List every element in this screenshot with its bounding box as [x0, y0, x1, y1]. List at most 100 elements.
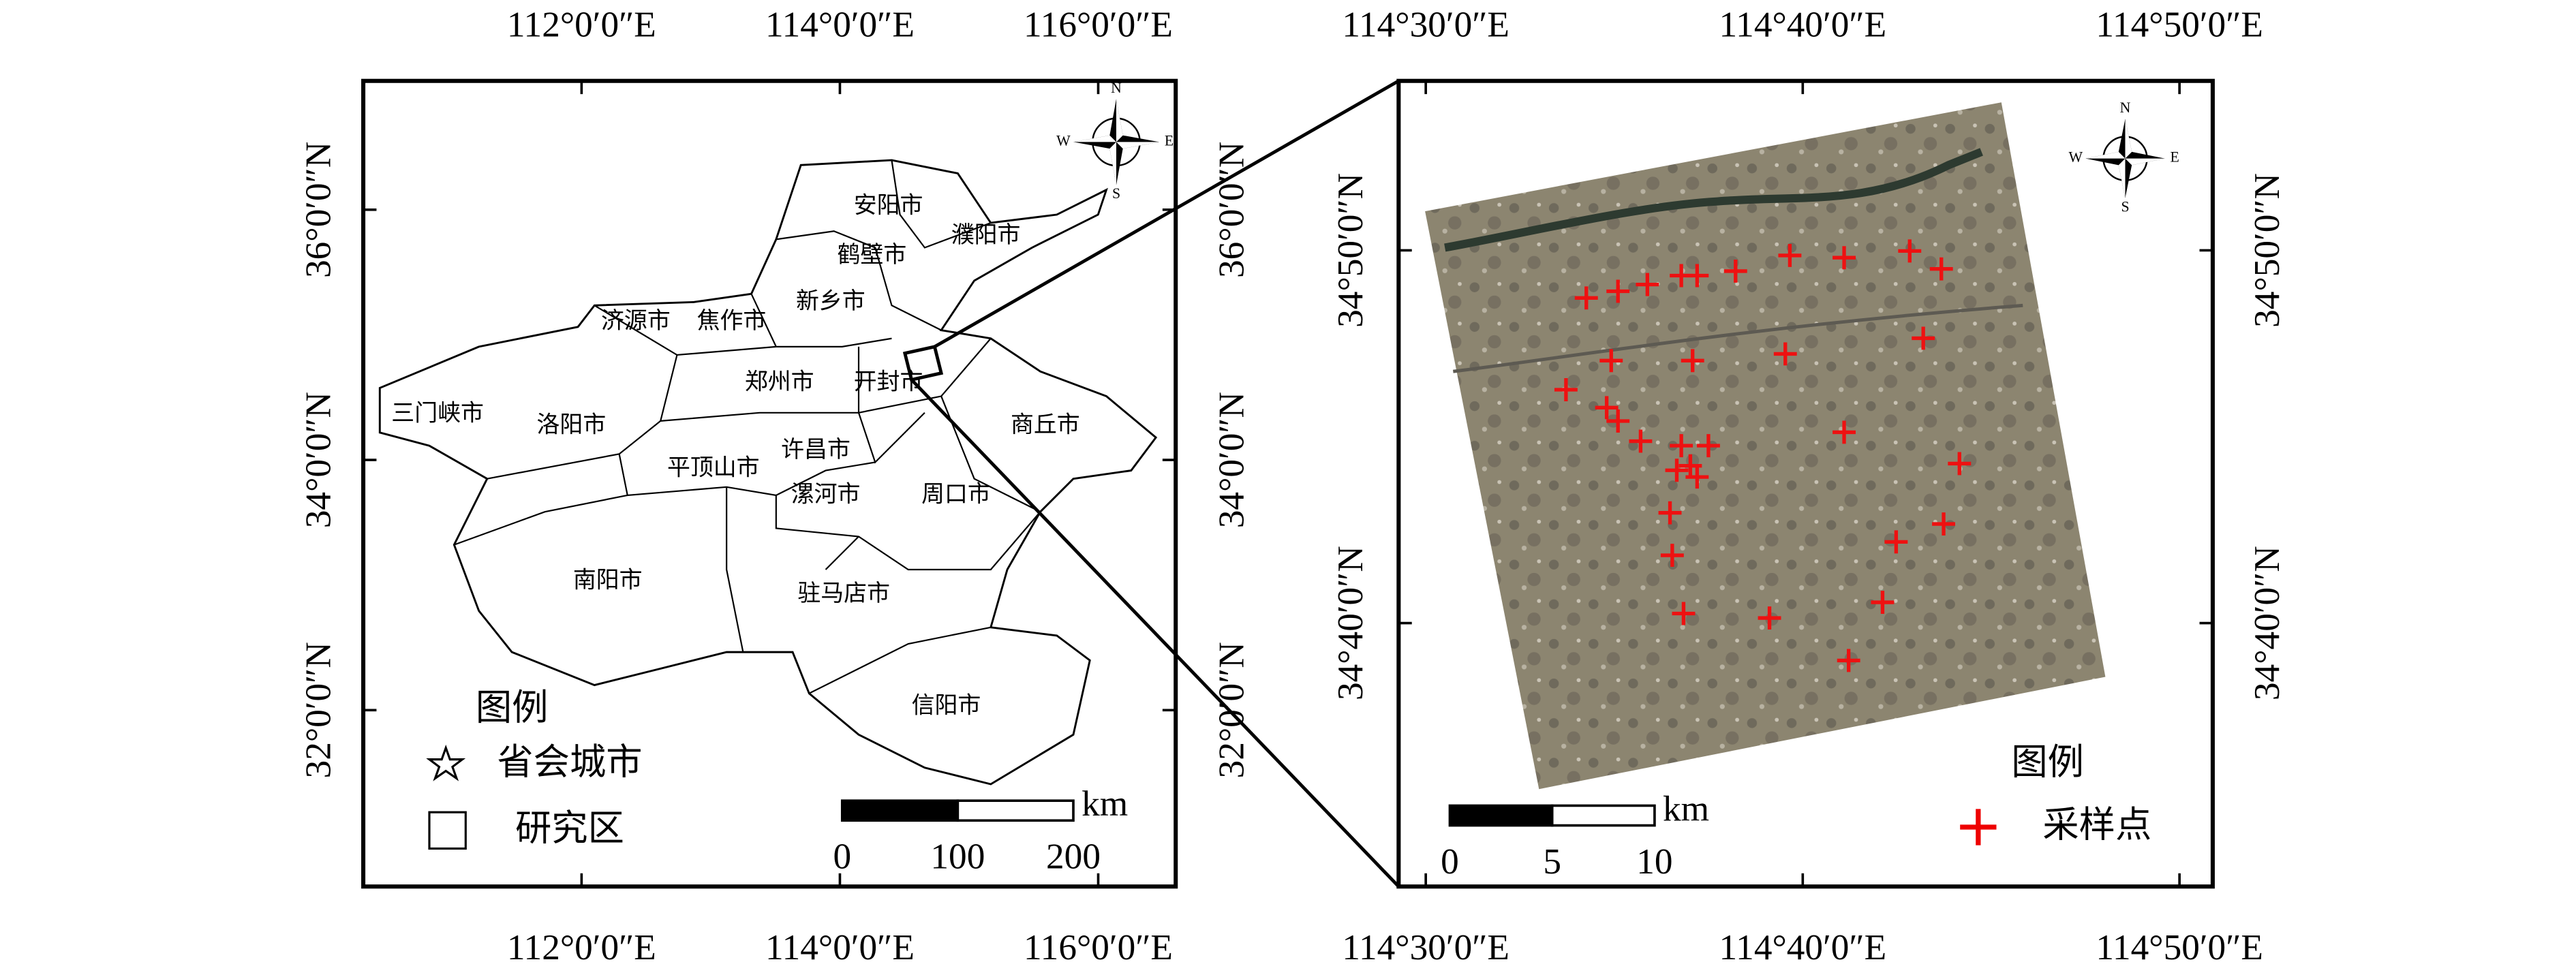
sample-point — [1574, 286, 1598, 310]
y-tick-label: 32°0′0″N — [298, 642, 339, 778]
scale-segment — [1550, 804, 1656, 827]
scale-label: 200 — [1046, 837, 1101, 877]
study-area-box — [902, 344, 944, 382]
sample-point — [1837, 649, 1860, 672]
x-tick-label: 114°30′0″E — [1342, 927, 1509, 967]
compass-star — [1073, 99, 1159, 185]
compass-letter: W — [1056, 132, 1071, 149]
sample-point — [1912, 326, 1935, 350]
scale-segment — [840, 799, 960, 822]
legend-label: 省会城市 — [497, 741, 642, 784]
plus-symbol — [1960, 809, 1997, 846]
sample-point — [1658, 501, 1682, 525]
scale-label: 100 — [930, 837, 985, 877]
scale-unit: km — [1663, 788, 1709, 828]
x-tick-label: 114°40′0″E — [1719, 4, 1887, 44]
city-label: 商丘市 — [1011, 412, 1080, 438]
road — [1453, 303, 2023, 373]
sample-point — [1665, 459, 1689, 482]
scale-label: 0 — [1441, 841, 1459, 882]
y-tick-label: 34°50′0″N — [1330, 173, 1370, 328]
scale-label: 10 — [1636, 841, 1672, 882]
legend-label: 采样点 — [2042, 804, 2151, 846]
scale-segment — [1448, 804, 1554, 827]
y-tick-label: 34°0′0″N — [1212, 392, 1252, 528]
zoom-line — [910, 378, 1400, 888]
legend-title: 图例 — [476, 687, 549, 729]
y-tick-label: 34°40′0″N — [2247, 546, 2287, 700]
sample-point — [1595, 396, 1619, 420]
sample-point — [1833, 420, 1856, 444]
x-tick-label: 116°0′0″E — [1024, 4, 1173, 44]
x-tick-label: 114°40′0″E — [1719, 927, 1887, 967]
sample-point — [1723, 259, 1747, 283]
legend-title: 图例 — [2011, 741, 2084, 784]
y-tick-label: 34°0′0″N — [298, 392, 339, 528]
city-label: 焦作市 — [697, 307, 767, 334]
sample-point — [1629, 429, 1653, 453]
river — [1444, 148, 1983, 252]
compass-letter: N — [2120, 99, 2131, 116]
city-label: 濮阳市 — [951, 221, 1021, 248]
sample-point — [1685, 465, 1709, 489]
sample-point — [1681, 349, 1704, 373]
city-label: 鹤壁市 — [838, 241, 907, 268]
y-tick-label: 34°40′0″N — [1330, 546, 1370, 700]
sample-point — [1833, 246, 1856, 270]
compass-letter: N — [1111, 80, 1122, 96]
x-tick-label: 114°50′0″E — [2096, 4, 2263, 44]
sample-point — [1884, 530, 1908, 554]
city-label: 信阳市 — [912, 692, 981, 719]
y-tick-label: 36°0′0″N — [1212, 142, 1252, 278]
sample-point — [1554, 378, 1578, 401]
y-tick-label: 34°50′0″N — [2247, 173, 2287, 328]
scale-segment — [956, 799, 1075, 822]
sample-point — [1696, 434, 1720, 458]
city-label: 三门峡市 — [391, 400, 484, 427]
sample-point — [1948, 452, 1972, 476]
x-tick-label: 112°0′0″E — [507, 927, 656, 967]
sample-point — [1606, 409, 1630, 433]
sample-point — [1672, 602, 1696, 625]
city-label: 济源市 — [601, 307, 671, 334]
compass-letter: W — [2069, 149, 2083, 166]
x-tick-label: 114°30′0″E — [1342, 4, 1509, 44]
compass-letter: E — [1165, 132, 1174, 149]
sample-point — [1932, 512, 1956, 536]
sample-point — [1660, 544, 1684, 568]
scale-unit: km — [1082, 784, 1128, 824]
city-label: 许昌市 — [781, 436, 850, 463]
city-label: 洛阳市 — [537, 412, 607, 438]
city-label: 开封市 — [854, 369, 923, 395]
x-tick-label: 114°0′0″E — [765, 927, 915, 967]
sample-point — [1685, 264, 1709, 288]
city-label: 平顶山市 — [667, 454, 760, 481]
compass-star — [2085, 119, 2165, 198]
province-outline — [378, 159, 1158, 786]
scale-label: 0 — [833, 837, 851, 877]
city-label: 南阳市 — [573, 566, 643, 593]
scale-label: 5 — [1543, 841, 1561, 882]
sample-point — [1606, 279, 1630, 303]
sample-point — [1871, 591, 1895, 615]
sample-point — [1929, 257, 1953, 281]
sample-point — [1773, 342, 1797, 366]
sample-point — [1778, 243, 1802, 267]
sample-point — [1599, 349, 1623, 373]
right-frame — [1396, 78, 2215, 889]
city-label: 郑州市 — [745, 369, 814, 395]
sample-point — [1758, 606, 1781, 630]
legend-symbols — [426, 744, 1997, 850]
x-tick-label: 112°0′0″E — [507, 4, 656, 44]
compass-letter: S — [1112, 185, 1120, 202]
legend-label: 研究区 — [515, 807, 624, 849]
box-symbol — [428, 811, 467, 850]
city-label: 新乡市 — [796, 288, 865, 314]
satellite-image — [1425, 102, 2106, 790]
x-tick-label: 116°0′0″E — [1024, 927, 1173, 967]
x-tick-label: 114°0′0″E — [765, 4, 915, 44]
compass-letter: E — [2171, 149, 2179, 166]
sample-point — [1670, 434, 1693, 458]
